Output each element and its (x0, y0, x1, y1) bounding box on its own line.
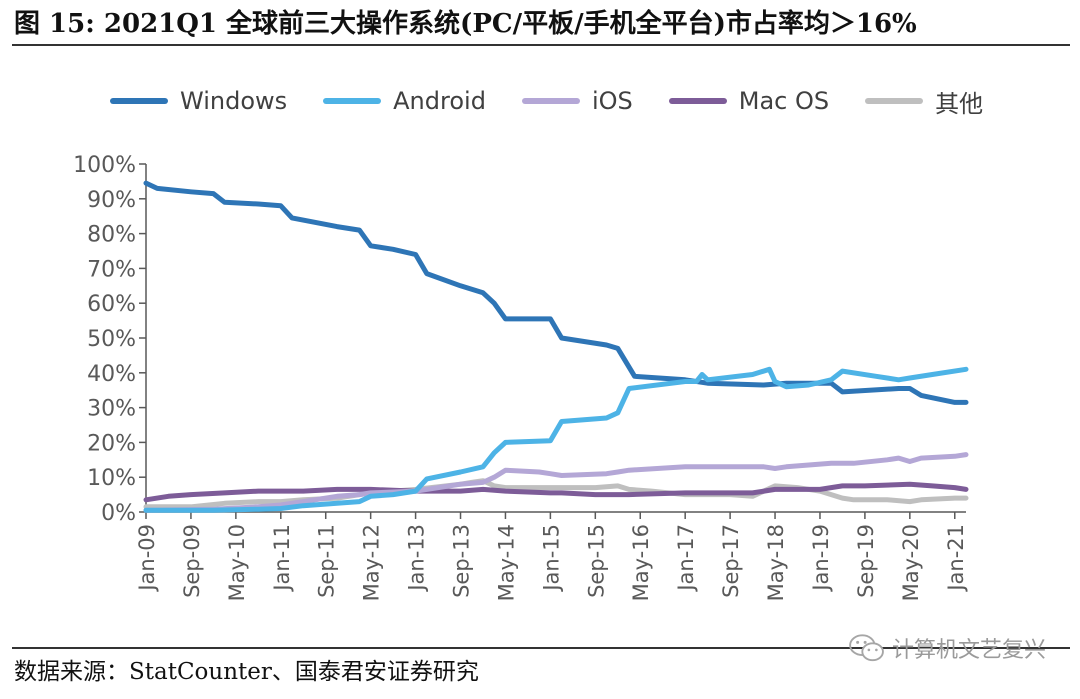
x-tick-label: Sep-11 (315, 524, 339, 598)
legend-label-ios: iOS (591, 87, 633, 115)
y-tick-label: 30% (87, 397, 136, 422)
series-line-windows (143, 180, 969, 405)
series-line-macos (143, 481, 969, 503)
legend-label-macos: Mac OS (738, 87, 830, 115)
x-tick-label: Jan-15 (539, 524, 563, 593)
series-line-ios (143, 452, 969, 513)
chart-legend: Windows Android iOS Mac OS 其他 (110, 84, 1019, 118)
legend-item-windows: Windows (110, 87, 287, 115)
line-chart: 0% 10% 20% 30% 40% 50% 60% 70% 80% 90% 100% Jan-09 S… (73, 153, 969, 601)
x-tick-label: Sep-15 (584, 524, 608, 598)
legend-swatch-ios (521, 98, 580, 104)
y-tick-label: 60% (87, 292, 136, 317)
y-tick-label: 50% (87, 327, 136, 352)
legend-item-macos: Mac OS (668, 87, 830, 115)
y-tick-label: 90% (87, 188, 136, 213)
x-tick-label: May-10 (225, 524, 249, 601)
x-tick-label: Sep-13 (450, 524, 474, 598)
legend-swatch-macos (668, 98, 727, 104)
legend-item-ios: iOS (521, 87, 633, 115)
figure-title: 图 15: 2021Q1 全球前三大操作系统(PC/平板/手机全平台)市占率均＞… (14, 9, 917, 39)
y-tick-label: 100% (73, 153, 136, 178)
x-tick-label: Jan-09 (135, 524, 159, 593)
x-tick-label: Jan-19 (809, 524, 833, 593)
y-tick-label: 20% (87, 431, 136, 456)
series-line-android (143, 366, 969, 513)
legend-swatch-other (865, 98, 924, 104)
y-tick-label: 80% (87, 223, 136, 248)
x-tick-label: Sep-17 (719, 524, 743, 598)
wechat-icon (849, 634, 884, 662)
title-rule (12, 44, 1070, 46)
legend-item-other: 其他 (865, 84, 983, 119)
x-tick-label: May-16 (629, 524, 653, 601)
legend-label-windows: Windows (180, 87, 288, 115)
x-tick-label: Sep-09 (180, 524, 204, 598)
legend-item-android: Android (323, 87, 486, 115)
watermark-text: 计算机文艺复兴 (891, 638, 1046, 663)
source-note: 数据来源：StatCounter、国泰君安证券研究 (14, 659, 479, 685)
legend-swatch-windows (110, 98, 168, 104)
legend-label-android: Android (393, 87, 486, 115)
legend-label-other: 其他 (935, 89, 984, 118)
x-tick-label: May-12 (360, 524, 384, 601)
watermark: 计算机文艺复兴 (848, 632, 1046, 664)
x-tick-label: Jan-11 (270, 524, 294, 593)
x-tick-label: May-20 (899, 524, 923, 601)
footer-rule (12, 647, 1070, 649)
x-tick-label: Sep-19 (854, 524, 878, 598)
y-tick-label: 40% (87, 362, 136, 387)
x-tick-label: May-14 (494, 524, 518, 601)
legend-swatch-android (323, 98, 382, 104)
x-tick-label: May-18 (764, 524, 788, 601)
y-tick-label: 0% (101, 501, 136, 526)
y-tick-label: 70% (87, 257, 136, 282)
x-tick-label: Jan-17 (674, 524, 698, 593)
x-tick-label: Jan-13 (405, 524, 429, 593)
y-tick-label: 10% (87, 466, 136, 491)
x-tick-label: Jan-21 (944, 524, 968, 593)
